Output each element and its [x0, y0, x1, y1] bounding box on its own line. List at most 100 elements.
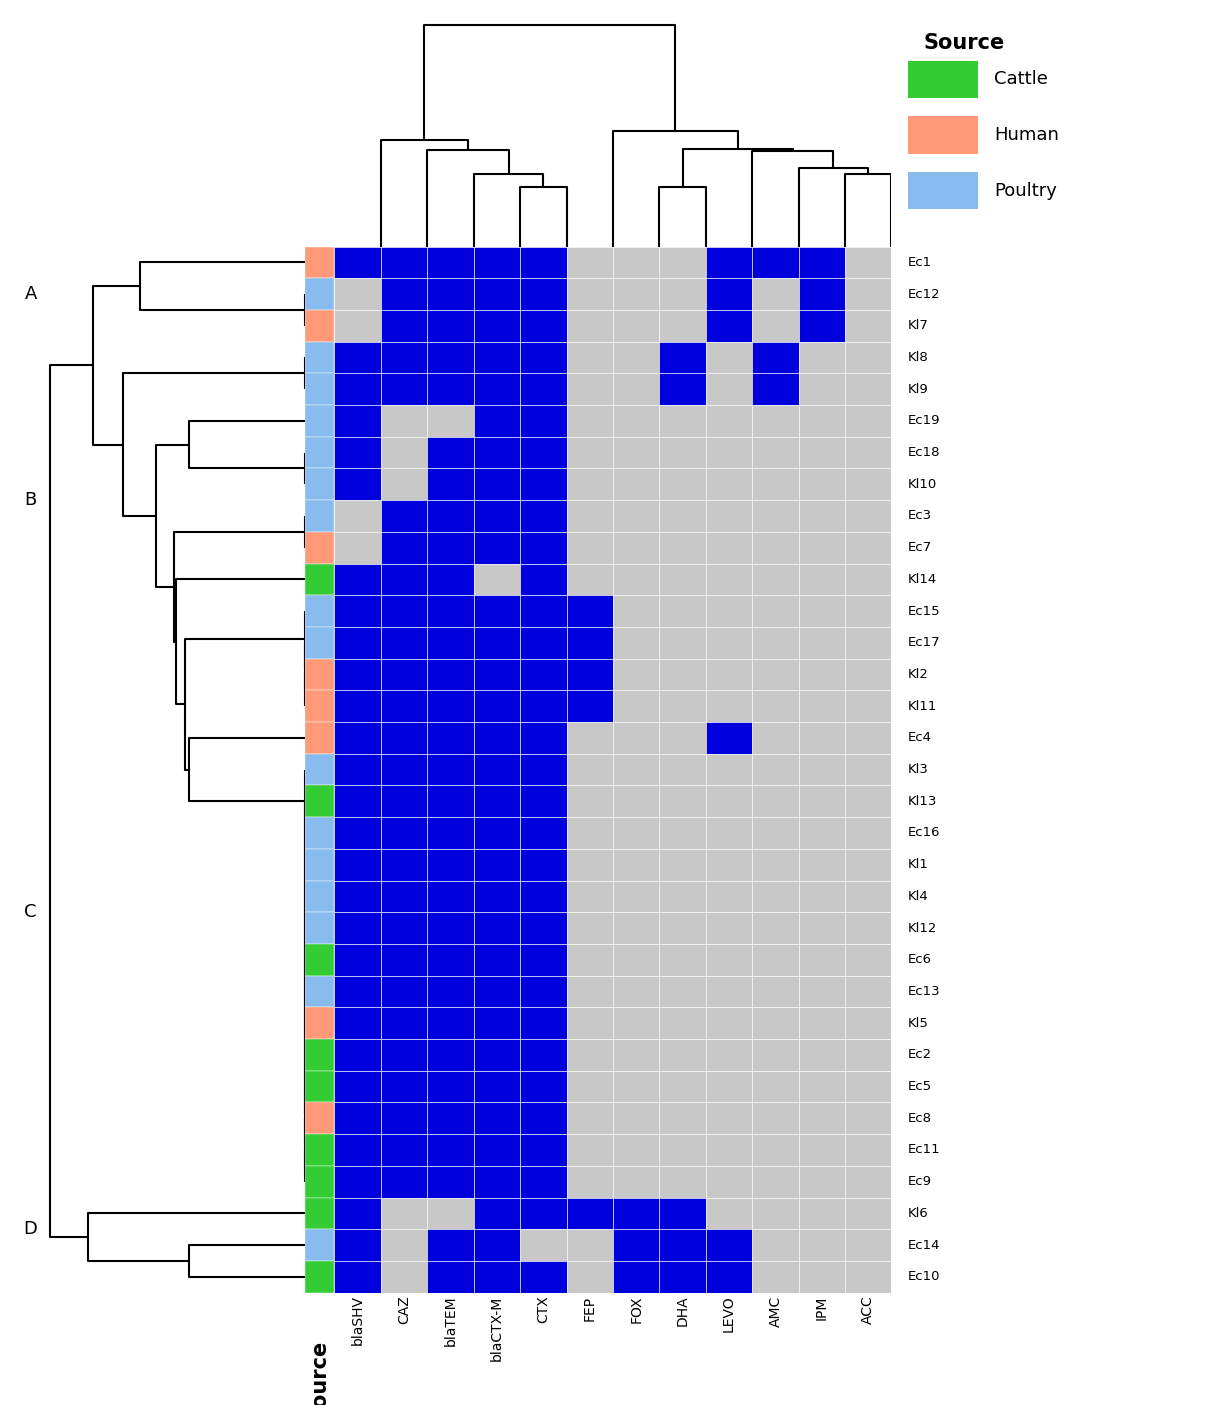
Bar: [908, 60, 979, 98]
Bar: [334, 1134, 381, 1166]
Text: Ec19: Ec19: [908, 414, 940, 427]
Bar: [845, 753, 892, 785]
Bar: [381, 1166, 428, 1197]
Bar: [799, 659, 845, 690]
Bar: [612, 881, 659, 912]
Bar: [799, 500, 845, 532]
Bar: [305, 500, 334, 532]
Bar: [612, 627, 659, 659]
Bar: [612, 1166, 659, 1197]
Bar: [334, 627, 381, 659]
Bar: [612, 246, 659, 278]
Bar: [381, 912, 428, 944]
Bar: [381, 500, 428, 532]
Bar: [799, 753, 845, 785]
Bar: [752, 532, 799, 563]
Bar: [706, 690, 752, 722]
Bar: [566, 1260, 612, 1293]
Bar: [659, 722, 706, 753]
Bar: [706, 596, 752, 627]
Bar: [752, 849, 799, 881]
Bar: [612, 975, 659, 1007]
Bar: [659, 278, 706, 311]
Bar: [428, 1007, 474, 1040]
Bar: [334, 1197, 381, 1229]
Bar: [752, 563, 799, 596]
Bar: [659, 753, 706, 785]
Bar: [845, 500, 892, 532]
Text: B: B: [24, 492, 37, 509]
Bar: [706, 311, 752, 341]
Bar: [752, 1103, 799, 1134]
Text: Poultry: Poultry: [995, 181, 1057, 200]
Bar: [428, 1197, 474, 1229]
Text: Kl4: Kl4: [908, 889, 929, 903]
Bar: [305, 596, 334, 627]
Text: D: D: [23, 1220, 37, 1238]
Bar: [845, 341, 892, 374]
Bar: [474, 1260, 521, 1293]
Bar: [845, 532, 892, 563]
Bar: [752, 881, 799, 912]
Bar: [305, 1103, 334, 1134]
Bar: [566, 246, 612, 278]
Bar: [752, 596, 799, 627]
Bar: [566, 437, 612, 468]
Bar: [706, 374, 752, 405]
Bar: [428, 532, 474, 563]
Bar: [845, 1007, 892, 1040]
Bar: [845, 881, 892, 912]
Text: Human: Human: [995, 126, 1060, 143]
Bar: [659, 785, 706, 818]
Bar: [521, 1071, 566, 1103]
Bar: [706, 437, 752, 468]
Bar: [428, 912, 474, 944]
Bar: [428, 341, 474, 374]
Bar: [521, 944, 566, 975]
Bar: [305, 278, 334, 311]
Bar: [612, 1229, 659, 1260]
Bar: [752, 374, 799, 405]
Bar: [706, 405, 752, 437]
Bar: [428, 1071, 474, 1103]
Bar: [612, 278, 659, 311]
Bar: [752, 405, 799, 437]
Text: Ec16: Ec16: [908, 826, 940, 839]
Bar: [845, 563, 892, 596]
Bar: [381, 1260, 428, 1293]
Bar: [381, 437, 428, 468]
Bar: [752, 944, 799, 975]
Bar: [845, 944, 892, 975]
Bar: [381, 690, 428, 722]
Bar: [752, 627, 799, 659]
Bar: [381, 468, 428, 500]
Bar: [659, 881, 706, 912]
Bar: [659, 944, 706, 975]
Bar: [428, 944, 474, 975]
Bar: [474, 627, 521, 659]
Bar: [305, 374, 334, 405]
Bar: [428, 563, 474, 596]
Bar: [612, 1071, 659, 1103]
Bar: [799, 722, 845, 753]
Bar: [799, 818, 845, 849]
Bar: [428, 468, 474, 500]
Bar: [845, 1134, 892, 1166]
Bar: [612, 944, 659, 975]
Bar: [381, 722, 428, 753]
Text: Kl13: Kl13: [908, 795, 937, 808]
Bar: [845, 468, 892, 500]
Bar: [612, 1134, 659, 1166]
Bar: [845, 405, 892, 437]
Text: Kl3: Kl3: [908, 763, 929, 776]
Bar: [799, 1260, 845, 1293]
Bar: [474, 1007, 521, 1040]
Bar: [612, 1197, 659, 1229]
Bar: [334, 753, 381, 785]
Bar: [612, 405, 659, 437]
Bar: [845, 311, 892, 341]
Bar: [381, 818, 428, 849]
Bar: [799, 311, 845, 341]
Bar: [706, 912, 752, 944]
Bar: [305, 1166, 334, 1197]
